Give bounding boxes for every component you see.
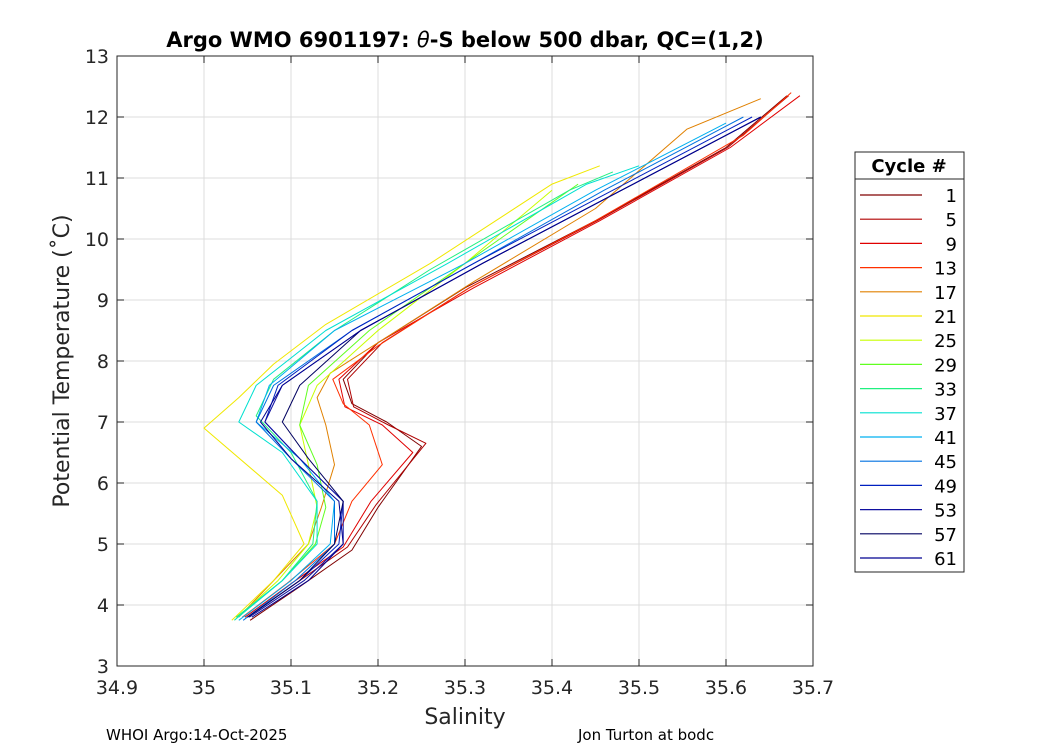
legend-item-cycle-37: 37 xyxy=(860,404,957,425)
series-line-cycle-61 xyxy=(251,116,762,618)
x-tick-label: 35.4 xyxy=(531,677,573,699)
x-tick-label: 35.6 xyxy=(705,677,747,699)
legend-item-cycle-33: 33 xyxy=(860,380,957,401)
x-tick-label: 35.1 xyxy=(270,677,312,699)
series-line-cycle-21 xyxy=(203,165,600,621)
legend-label: 9 xyxy=(946,234,957,255)
legend-item-cycle-61: 61 xyxy=(860,549,957,570)
grid-lines xyxy=(116,55,814,667)
legend-item-cycle-21: 21 xyxy=(860,307,957,328)
chart-title-prefix: Argo WMO 6901197: xyxy=(166,28,417,52)
chart-title-symbol: θ xyxy=(417,28,430,52)
y-tick-label: 3 xyxy=(97,656,109,678)
x-tick-label: 35.3 xyxy=(444,677,486,699)
y-tick-label: 10 xyxy=(85,229,109,251)
legend-item-cycle-1: 1 xyxy=(860,186,957,207)
legend-label: 29 xyxy=(934,355,957,376)
series-line-cycle-33 xyxy=(235,171,614,618)
legend-item-cycle-41: 41 xyxy=(860,428,957,449)
legend-item-cycle-5: 5 xyxy=(860,210,957,231)
x-tick-label: 35.5 xyxy=(618,677,660,699)
axis-ticks: 34.9 35 35.1 35.2 35.3 35.4 35.5 35.6 35.7 3 4 5 6 7 8… xyxy=(85,46,834,699)
footer-left-credit: WHOI Argo:14-Oct-2025 xyxy=(106,726,287,744)
footer-right-credit: Jon Turton at bodc xyxy=(577,726,714,744)
legend-label: 53 xyxy=(934,501,957,522)
legend-item-cycle-9: 9 xyxy=(860,234,957,255)
series-line-cycle-45 xyxy=(242,116,744,621)
legend-label: 13 xyxy=(934,259,957,280)
legend-label: 5 xyxy=(946,210,957,231)
chart-title: Argo WMO 6901197: θ-S below 500 dbar, QC… xyxy=(166,28,763,52)
legend-item-cycle-53: 53 xyxy=(860,501,957,522)
series-line-cycle-9 xyxy=(244,95,801,618)
legend-label: 1 xyxy=(946,186,957,207)
legend-label: 33 xyxy=(934,380,957,401)
x-tick-label: 35.7 xyxy=(792,677,834,699)
legend-label: 45 xyxy=(934,452,957,473)
legend-item-cycle-25: 25 xyxy=(860,331,957,352)
x-tick-label: 35.2 xyxy=(357,677,399,699)
y-tick-label: 6 xyxy=(97,473,109,495)
legend-label: 37 xyxy=(934,404,957,425)
legend-item-cycle-29: 29 xyxy=(860,355,957,376)
legend-item-cycle-13: 13 xyxy=(860,259,957,280)
y-tick-label: 9 xyxy=(97,290,109,312)
y-tick-label: 4 xyxy=(97,595,109,617)
legend-item-cycle-17: 17 xyxy=(860,283,957,304)
y-tick-label: 7 xyxy=(97,412,109,434)
legend-label: 61 xyxy=(934,549,957,570)
chart-title-suffix: -S below 500 dbar, QC=(1,2) xyxy=(430,28,764,52)
y-tick-label: 12 xyxy=(85,107,109,129)
series-line-cycle-37 xyxy=(234,165,640,621)
legend-label: 21 xyxy=(934,307,957,328)
legend-item-cycle-45: 45 xyxy=(860,452,957,473)
legend-title: Cycle # xyxy=(871,156,946,177)
legend-item-cycle-49: 49 xyxy=(860,476,957,497)
legend: Cycle # 1 5 9 13 17 21 25 29 33 37 41 45 49 53 57 61 xyxy=(854,151,965,573)
y-tick-label: 8 xyxy=(97,351,109,373)
legend-label: 49 xyxy=(934,476,957,497)
x-tick-label: 34.9 xyxy=(96,677,138,699)
legend-label: 41 xyxy=(934,428,957,449)
series-line-cycle-29 xyxy=(236,183,579,618)
series-lines xyxy=(203,92,801,621)
legend-label: 17 xyxy=(934,283,957,304)
legend-item-cycle-57: 57 xyxy=(860,525,957,546)
series-line-cycle-5 xyxy=(247,95,789,618)
y-tick-label: 13 xyxy=(85,46,109,68)
legend-box xyxy=(854,151,965,573)
legend-label: 57 xyxy=(934,525,957,546)
legend-label: 25 xyxy=(934,331,957,352)
x-axis-label: Salinity xyxy=(424,705,505,730)
y-axis-label: Potential Temperature (˚C) xyxy=(50,214,75,507)
legend-items: 1 5 9 13 17 21 25 29 33 37 41 45 49 53 57 61 xyxy=(860,186,957,570)
x-tick-label: 35 xyxy=(192,677,216,699)
y-tick-label: 11 xyxy=(85,168,109,190)
y-tick-label: 5 xyxy=(97,534,109,556)
